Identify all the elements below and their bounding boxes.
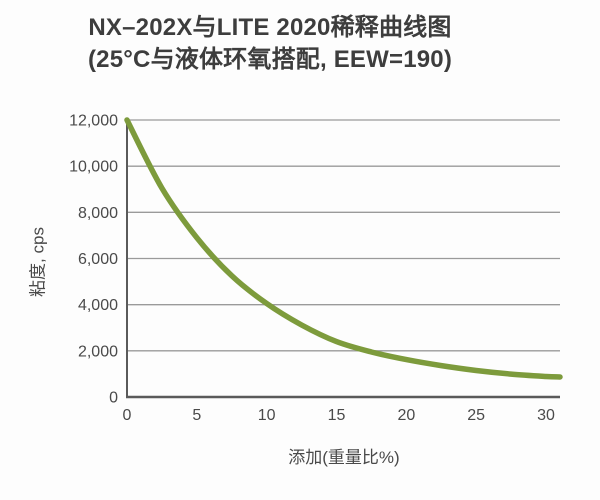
x-tick-label-15: 15 [328,407,346,424]
y-tick-label-4000: 4,000 [78,297,118,314]
y-axis-title: 粘度, cps [28,227,48,297]
y-tick-label-8000: 8,000 [78,205,118,222]
x-tick-label-25: 25 [467,407,485,424]
x-tick-label-30: 30 [537,407,555,424]
chart-title-block: NX–202X与LITE 2020稀释曲线图 (25°C与液体环氧搭配, EEW… [0,12,540,76]
y-tick-label-0: 0 [109,390,118,407]
x-tick-label-0: 0 [123,407,132,424]
dilution-curve [124,117,563,380]
y-tick-label-6000: 6,000 [78,251,118,268]
x-axis-title: 添加(重量比%) [288,448,400,467]
x-tick-label-5: 5 [192,407,201,424]
x-tick-label-10: 10 [258,407,276,424]
y-tick-label-12000: 12,000 [69,113,118,130]
x-tick-label-20: 20 [397,407,415,424]
chart-subtitle: (25°C与液体环氧搭配, EEW=190) [87,46,453,73]
chart-title: NX–202X与LITE 2020稀释曲线图 [88,14,452,41]
y-tick-label-2000: 2,000 [78,343,118,360]
y-tick-label-10000: 10,000 [69,159,118,176]
